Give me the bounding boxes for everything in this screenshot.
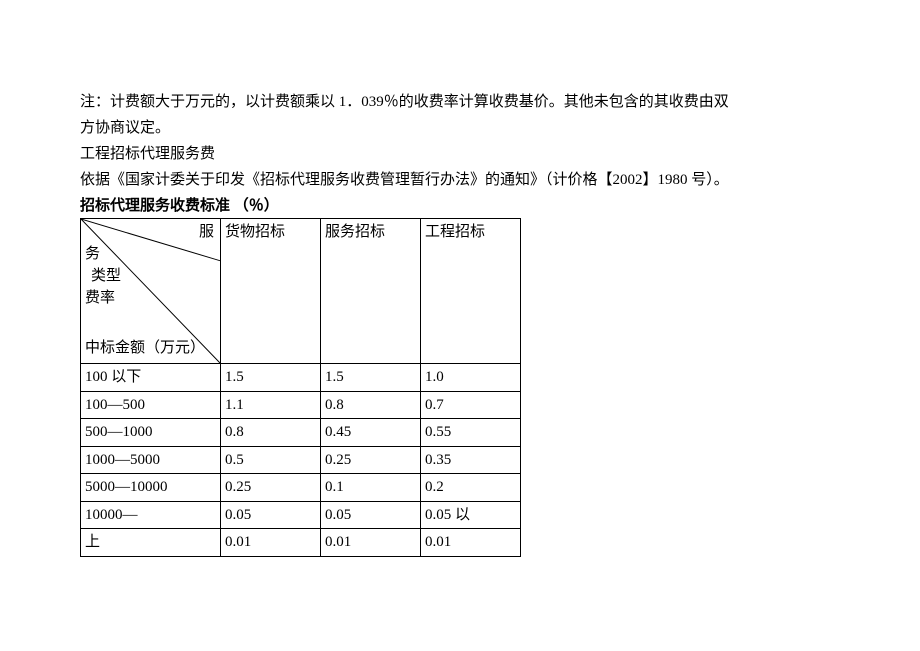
table-row: 100 以下 1.5 1.5 1.0 (81, 364, 521, 392)
cell: 1.5 (321, 364, 421, 392)
table-row: 上 0.01 0.01 0.01 (81, 529, 521, 557)
row-label: 100 以下 (81, 364, 221, 392)
cell: 0.5 (221, 446, 321, 474)
cell: 0.35 (421, 446, 521, 474)
row-label: 10000— (81, 501, 221, 529)
cell: 0.7 (421, 391, 521, 419)
table-row: 500—1000 0.8 0.45 0.55 (81, 419, 521, 447)
column-header: 工程招标 (421, 219, 521, 364)
cell: 0.8 (321, 391, 421, 419)
row-label: 100—500 (81, 391, 221, 419)
cell: 0.01 (221, 529, 321, 557)
diagonal-header-cell: 服 务 类型 费率 中标金额（万元） (81, 219, 221, 364)
header-label-mid3: 费率 (85, 287, 115, 310)
cell: 0.01 (421, 529, 521, 557)
cell: 0.05 (221, 501, 321, 529)
cell: 0.2 (421, 474, 521, 502)
header-label-mid2: 类型 (91, 265, 121, 288)
cell: 1.1 (221, 391, 321, 419)
cell: 0.05 (321, 501, 421, 529)
cell: 0.8 (221, 419, 321, 447)
table-header-row: 服 务 类型 费率 中标金额（万元） 货物招标 服务招标 工程招标 (81, 219, 521, 364)
note-line-1: 注：计费额大于万元的，以计费额乘以 1．039％的收费率计算收费基价。其他未包含… (80, 90, 840, 114)
header-label-mid1: 务 (85, 243, 100, 266)
column-header: 服务招标 (321, 219, 421, 364)
table-row: 5000—10000 0.25 0.1 0.2 (81, 474, 521, 502)
cell: 1.0 (421, 364, 521, 392)
header-label-top: 服 (199, 221, 214, 244)
header-label-bottom: 中标金额（万元） (85, 337, 205, 360)
row-label: 1000—5000 (81, 446, 221, 474)
row-label: 上 (81, 529, 221, 557)
cell: 0.05 以 (421, 501, 521, 529)
fee-table: 服 务 类型 费率 中标金额（万元） 货物招标 服务招标 工程招标 100 以下… (80, 218, 521, 557)
cell: 0.45 (321, 419, 421, 447)
section-title: 工程招标代理服务费 (80, 142, 840, 166)
cell: 0.25 (221, 474, 321, 502)
table-row: 1000—5000 0.5 0.25 0.35 (81, 446, 521, 474)
table-row: 100—500 1.1 0.8 0.7 (81, 391, 521, 419)
cell: 0.1 (321, 474, 421, 502)
cell: 1.5 (221, 364, 321, 392)
column-header: 货物招标 (221, 219, 321, 364)
note-line-2: 方协商议定。 (80, 116, 840, 140)
basis-text: 依据《国家计委关于印发《招标代理服务收费管理暂行办法》的通知》（计价格【2002… (80, 168, 840, 192)
cell: 0.25 (321, 446, 421, 474)
table-title: 招标代理服务收费标准 （％） (80, 194, 840, 218)
cell: 0.01 (321, 529, 421, 557)
cell: 0.55 (421, 419, 521, 447)
table-row: 10000— 0.05 0.05 0.05 以 (81, 501, 521, 529)
row-label: 500—1000 (81, 419, 221, 447)
row-label: 5000—10000 (81, 474, 221, 502)
